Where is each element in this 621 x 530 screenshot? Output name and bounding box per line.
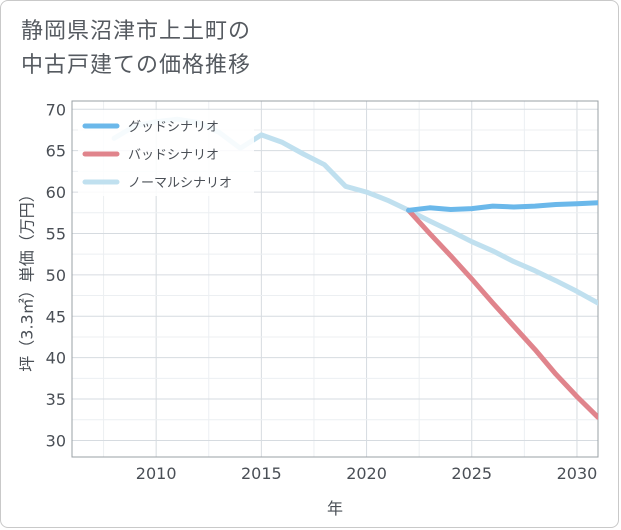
x-tick-label: 2025 xyxy=(451,464,492,483)
y-tick-label: 35 xyxy=(46,390,66,409)
chart-title: 静岡県沼津市上土町の 中古戸建ての価格推移 xyxy=(21,15,251,83)
x-tick-label: 2020 xyxy=(346,464,387,483)
y-tick-label: 50 xyxy=(46,266,66,285)
y-tick-label: 40 xyxy=(46,349,66,368)
x-tick-label: 2010 xyxy=(136,464,177,483)
y-tick-label: 55 xyxy=(46,224,66,243)
x-tick-label: 2015 xyxy=(241,464,282,483)
y-tick-label: 45 xyxy=(46,307,66,326)
x-axis-title: 年 xyxy=(327,499,343,518)
chart-title-line-2: 中古戸建ての価格推移 xyxy=(21,53,252,78)
y-tick-label: 65 xyxy=(46,142,66,161)
legend-label-1: グッドシナリオ xyxy=(128,120,219,135)
series-line-1 xyxy=(406,200,598,213)
tick-labels: 2010 2015 2020 2025 2030 30 35 40 45 50 55 60 65 70 xyxy=(46,100,598,483)
y-axis-title: 坪（3.3㎡）単価（万円） xyxy=(18,186,37,371)
chart-title-line-1: 静岡県沼津市上土町の xyxy=(21,19,252,44)
legend-label-3: ノーマルシナリオ xyxy=(128,176,232,191)
x-tick-label: 2030 xyxy=(557,464,598,483)
plot-area xyxy=(71,100,599,458)
series-line-2 xyxy=(406,207,598,420)
legend-label-2: バッドシナリオ xyxy=(128,148,219,163)
y-tick-label: 60 xyxy=(46,183,66,202)
y-tick-label: 70 xyxy=(46,100,66,119)
y-tick-label: 30 xyxy=(46,431,66,450)
